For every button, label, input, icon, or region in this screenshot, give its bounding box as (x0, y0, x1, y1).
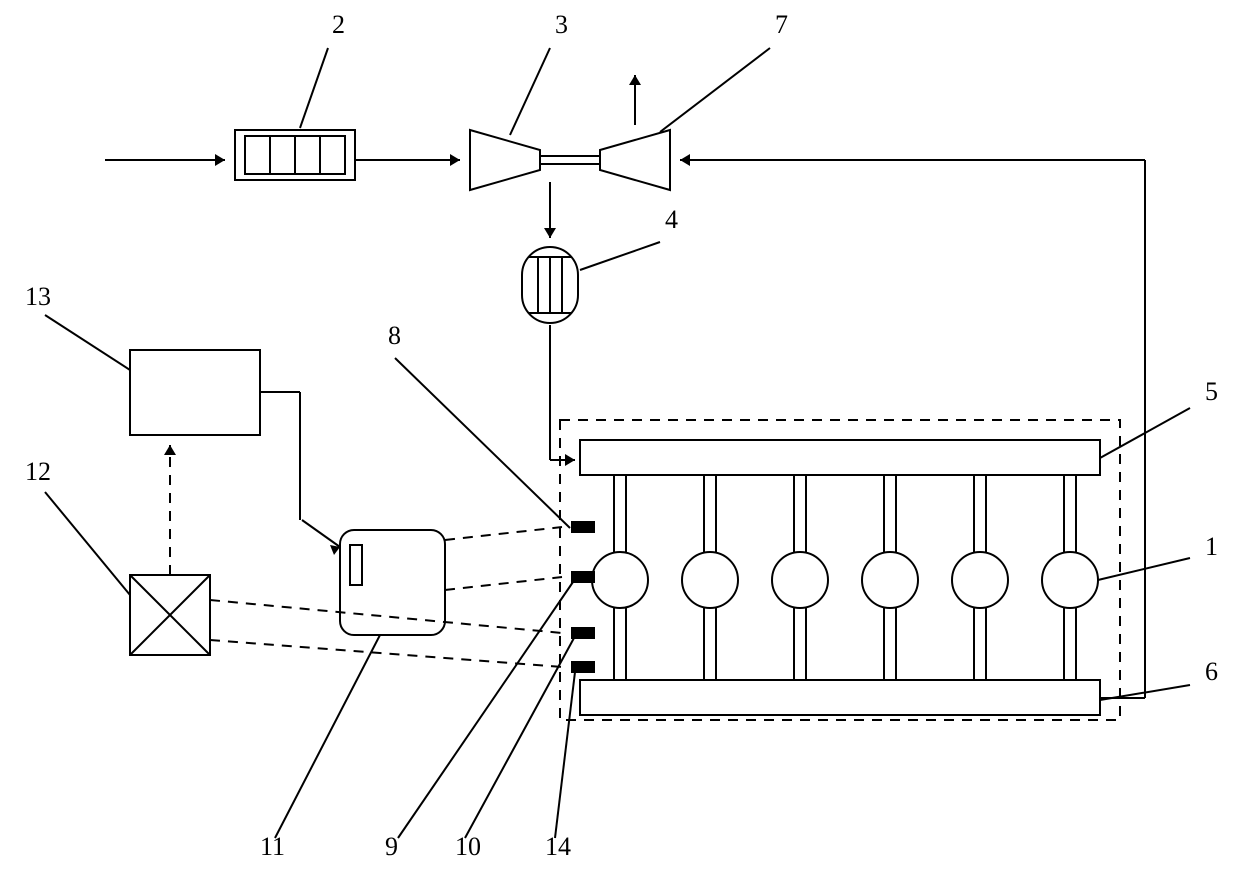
sensor-8 (572, 522, 594, 532)
leader-line (275, 635, 380, 838)
leader-line (660, 48, 770, 132)
cylinder-4 (862, 552, 918, 608)
label-10: 10 (455, 832, 481, 861)
label-14: 14 (545, 832, 571, 861)
label-2: 2 (332, 10, 345, 39)
label-12: 12 (25, 457, 51, 486)
leader-line (45, 315, 130, 370)
sensor-14 (572, 662, 594, 672)
signal-ecu_to_s9 (445, 577, 562, 590)
cylinder-3 (772, 552, 828, 608)
cylinder-1 (592, 552, 648, 608)
leader-line (45, 492, 130, 595)
label-3: 3 (555, 10, 568, 39)
sensor-9 (572, 572, 594, 582)
label-11: 11 (260, 832, 285, 861)
signal-ecu_to_s8 (445, 527, 562, 540)
compressor (470, 130, 540, 190)
sensor-10 (572, 628, 594, 638)
label-7: 7 (775, 10, 788, 39)
cylinder-6 (1042, 552, 1098, 608)
label-5: 5 (1205, 377, 1218, 406)
cylinder-5 (952, 552, 1008, 608)
signal-b12_to_s14 (210, 640, 562, 667)
label-6: 6 (1205, 657, 1218, 686)
leader-line (510, 48, 550, 135)
label-8: 8 (388, 321, 401, 350)
leader-line (580, 242, 660, 270)
exhaust-manifold (580, 680, 1100, 715)
turbine (600, 130, 670, 190)
intake-manifold (580, 440, 1100, 475)
leader-line (395, 358, 570, 528)
label-9: 9 (385, 832, 398, 861)
label-4: 4 (665, 205, 678, 234)
cylinder-2 (682, 552, 738, 608)
label-1: 1 (1205, 532, 1218, 561)
leader-line (300, 48, 328, 128)
label-13: 13 (25, 282, 51, 311)
leader-line (555, 672, 575, 838)
component-13 (130, 350, 260, 435)
